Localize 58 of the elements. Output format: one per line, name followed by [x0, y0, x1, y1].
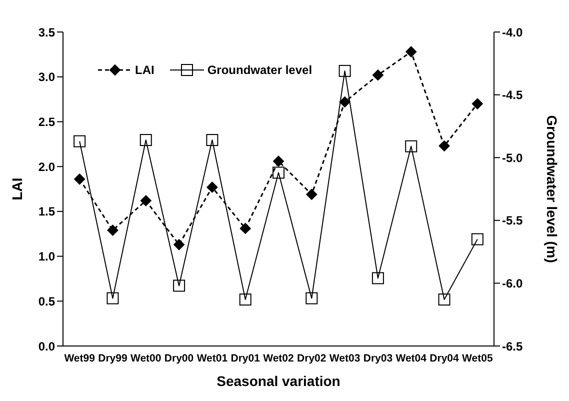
point: [140, 195, 152, 206]
point: [206, 134, 218, 146]
y-tick-label: 2.5: [38, 114, 56, 129]
x-tick-label: Dry04: [430, 352, 460, 364]
x-tick-label: Dry03: [363, 352, 393, 364]
x-tick-label: Wet02: [263, 352, 294, 364]
point: [107, 224, 118, 236]
point: [206, 182, 218, 193]
x-tick-label: Dry99: [98, 352, 128, 364]
point: [339, 96, 350, 108]
x-tick-label: Wet00: [130, 352, 162, 364]
point: [438, 140, 450, 152]
x-tick-label: Wet01: [196, 352, 228, 364]
point: [173, 280, 186, 292]
y-tick-label: 1.0: [38, 250, 56, 264]
legend-label: Groundwater level: [207, 63, 312, 77]
y-tick-label: 3.5: [38, 25, 56, 40]
point: [438, 294, 450, 306]
x-tick-label: Dry01: [230, 352, 260, 364]
point: [405, 140, 418, 152]
point: [240, 222, 251, 234]
y2-axis-title: Groundwater level (m): [544, 115, 560, 263]
point: [106, 292, 119, 304]
point: [472, 98, 483, 110]
y2-tick-label: -5.0: [502, 150, 524, 165]
point: [306, 292, 318, 304]
x-tick-label: Wet99: [64, 352, 96, 364]
y-tick-label: 2.0: [38, 160, 56, 174]
y-tick-label: 1.5: [38, 204, 56, 219]
y2-tick-label: -6.5: [502, 339, 524, 354]
y-axis-title: LAI: [8, 178, 25, 200]
point: [372, 70, 384, 81]
x-tick-label: Wet04: [396, 352, 427, 364]
y-tick-label: 0.5: [38, 294, 56, 308]
point: [406, 46, 417, 58]
point: [174, 239, 185, 250]
y2-tick-label: -5.5: [502, 214, 524, 228]
x-tick-label: Dry00: [164, 352, 194, 364]
point: [372, 272, 384, 284]
y2-tick-label: -4.5: [502, 88, 524, 102]
x-tick-label: Dry02: [297, 352, 326, 364]
y-tick-label: 3.0: [38, 70, 56, 84]
point: [338, 64, 351, 77]
point: [273, 156, 284, 167]
point: [74, 135, 86, 148]
legend-label: LAI: [135, 63, 154, 77]
x-tick-label: Wet03: [329, 352, 360, 364]
point: [272, 166, 284, 179]
point: [306, 188, 318, 200]
point: [140, 134, 152, 146]
y2-tick-label: -4.0: [502, 25, 524, 40]
x-axis-title: Seasonal variation: [216, 373, 340, 389]
y-tick-label: 0.0: [38, 339, 56, 354]
x-tick-label: Wet05: [462, 352, 493, 364]
point: [471, 233, 484, 246]
point: [74, 174, 86, 185]
point: [239, 294, 252, 306]
y2-tick-label: -6.0: [502, 276, 524, 290]
